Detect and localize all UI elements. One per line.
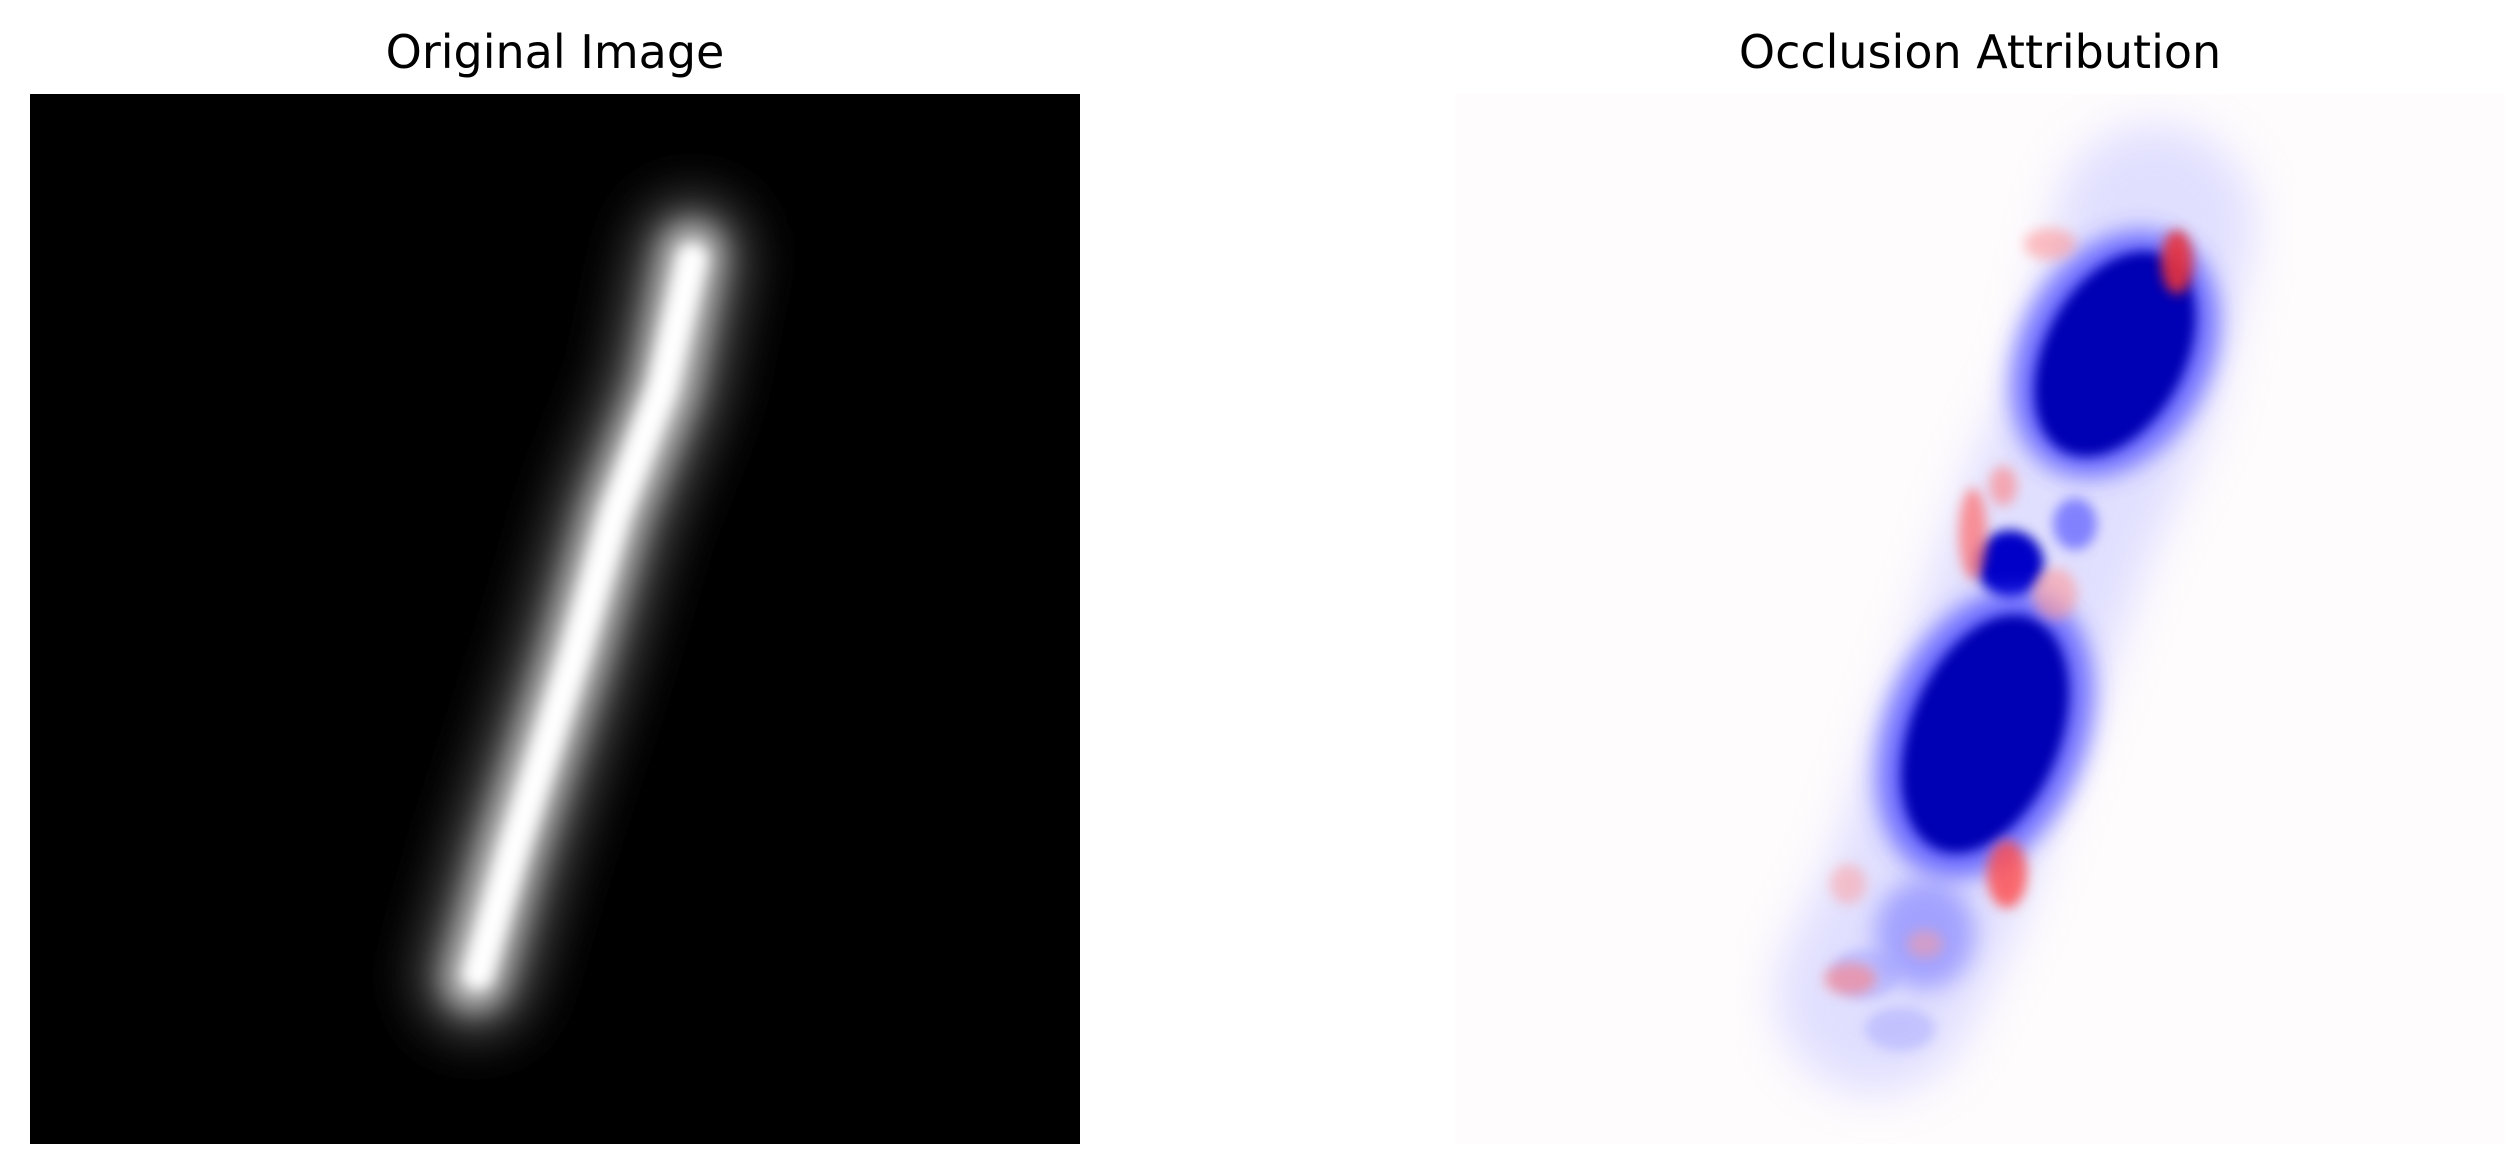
- occlusion-attribution-panel: [1455, 94, 2505, 1144]
- original-image-title: Original Image: [385, 25, 725, 79]
- negative-attribution-regions: [1830, 230, 2219, 1051]
- digit-stroke: [420, 199, 747, 1034]
- original-digit-image: [420, 199, 747, 1034]
- original-image-panel: [30, 94, 1080, 1144]
- attribution-heatmap: [1775, 124, 2255, 1094]
- occlusion-attribution-title: Occlusion Attribution: [1738, 25, 2222, 79]
- positive-attribution-regions: [1824, 228, 2193, 995]
